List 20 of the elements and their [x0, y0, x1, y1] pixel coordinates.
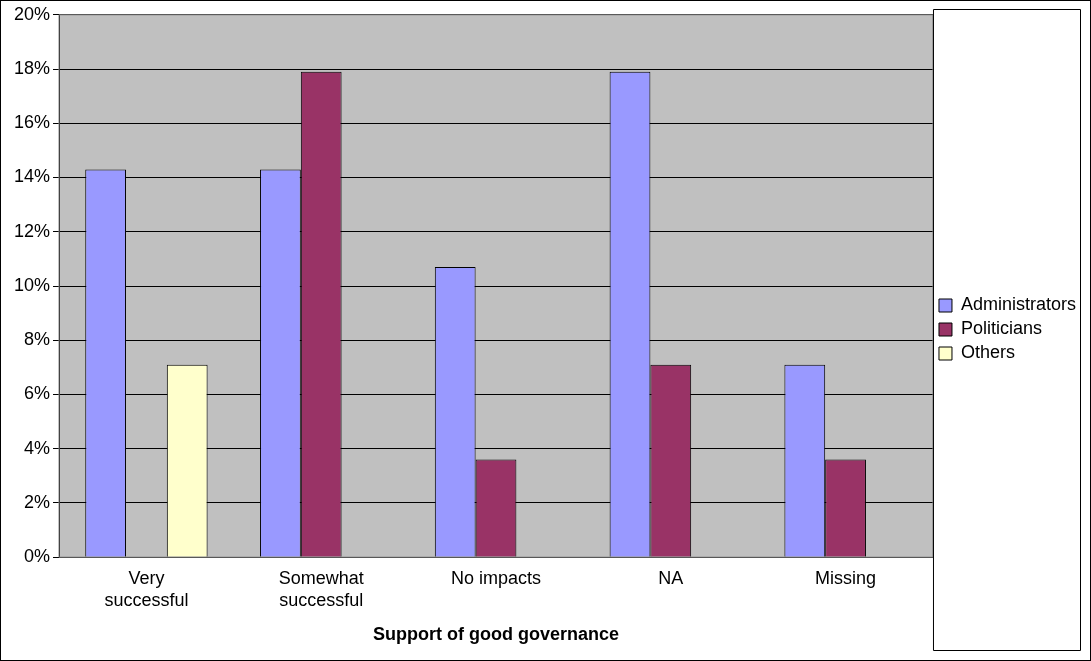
x-tick-label: NA [658, 567, 684, 588]
y-tick-label: 14% [14, 166, 51, 187]
x-tick-label: Missing [815, 567, 877, 588]
legend-label: Politicians [960, 318, 1043, 339]
y-tick-label: 4% [24, 437, 51, 458]
x-tick-label: No impacts [450, 567, 542, 588]
y-tick-label: 18% [14, 58, 51, 79]
legend-label: Administrators [960, 294, 1076, 315]
x-tick-label: Very successful [104, 567, 189, 610]
y-tick-label: 6% [24, 383, 51, 404]
y-tick-label: 16% [14, 112, 51, 133]
y-tick-label: 2% [24, 491, 51, 512]
y-tick-label: 0% [24, 546, 51, 567]
legend-label: Others [960, 342, 1015, 363]
x-axis-title: Support of good governance [373, 624, 619, 645]
y-tick-label: 20% [14, 3, 51, 24]
x-tick-label: Somewhat successful [278, 567, 364, 610]
y-tick-label: 12% [14, 220, 51, 241]
y-tick-label: 8% [24, 329, 51, 350]
y-tick-label: 10% [14, 274, 51, 295]
